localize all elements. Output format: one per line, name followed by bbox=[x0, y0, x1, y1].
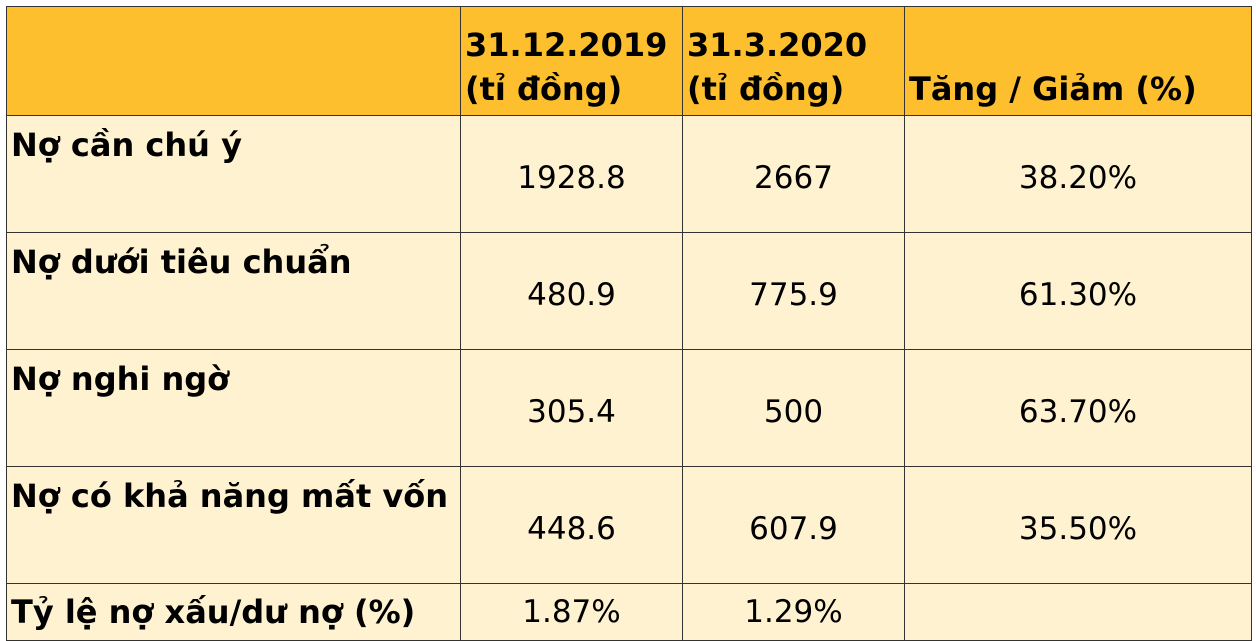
header-col-2019: 31.12.2019 (tỉ đồng) bbox=[460, 6, 683, 116]
cell-2020: 2667 bbox=[682, 115, 905, 233]
header-corner-cell bbox=[6, 6, 461, 116]
table-row: Tỷ lệ nợ xấu/dư nợ (%) 1.87% 1.29% bbox=[6, 583, 1252, 641]
row-label: Nợ dưới tiêu chuẩn bbox=[6, 232, 461, 350]
cell-change: 63.70% bbox=[904, 349, 1252, 467]
cell-2019: 448.6 bbox=[460, 466, 683, 584]
header-col-2019-date: 31.12.2019 bbox=[465, 26, 668, 64]
cell-2020: 775.9 bbox=[682, 232, 905, 350]
cell-2020: 607.9 bbox=[682, 466, 905, 584]
cell-2020: 1.29% bbox=[682, 583, 905, 641]
header-col-2020: 31.3.2020 (tỉ đồng) bbox=[682, 6, 905, 116]
cell-change: 38.20% bbox=[904, 115, 1252, 233]
table-row: Nợ cần chú ý 1928.8 2667 38.20% bbox=[6, 115, 1252, 233]
cell-2020: 500 bbox=[682, 349, 905, 467]
cell-2019: 480.9 bbox=[460, 232, 683, 350]
cell-2019: 1928.8 bbox=[460, 115, 683, 233]
table-row: Nợ có khả năng mất vốn 448.6 607.9 35.50… bbox=[6, 466, 1252, 584]
table-row: Nợ nghi ngờ 305.4 500 63.70% bbox=[6, 349, 1252, 467]
header-row: 31.12.2019 (tỉ đồng) 31.3.2020 (tỉ đồng)… bbox=[6, 6, 1252, 116]
row-label: Nợ có khả năng mất vốn bbox=[6, 466, 461, 584]
header-col-2020-date: 31.3.2020 bbox=[687, 26, 868, 64]
header-col-2019-unit: (tỉ đồng) bbox=[465, 70, 623, 108]
npl-table: 31.12.2019 (tỉ đồng) 31.3.2020 (tỉ đồng)… bbox=[6, 6, 1252, 641]
row-label: Tỷ lệ nợ xấu/dư nợ (%) bbox=[6, 583, 461, 641]
header-col-change-label: Tăng / Giảm (%) bbox=[909, 70, 1197, 108]
header-col-2020-unit: (tỉ đồng) bbox=[687, 70, 845, 108]
cell-change: 35.50% bbox=[904, 466, 1252, 584]
cell-change bbox=[904, 583, 1252, 641]
cell-2019: 1.87% bbox=[460, 583, 683, 641]
row-label: Nợ nghi ngờ bbox=[6, 349, 461, 467]
table-row: Nợ dưới tiêu chuẩn 480.9 775.9 61.30% bbox=[6, 232, 1252, 350]
row-label: Nợ cần chú ý bbox=[6, 115, 461, 233]
cell-change: 61.30% bbox=[904, 232, 1252, 350]
header-col-change: Tăng / Giảm (%) bbox=[904, 6, 1252, 116]
cell-2019: 305.4 bbox=[460, 349, 683, 467]
